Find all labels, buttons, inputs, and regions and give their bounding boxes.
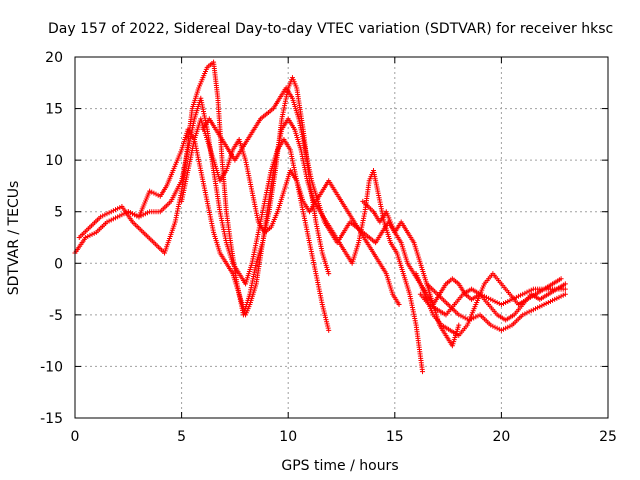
data-point — [562, 281, 568, 287]
x-tick-label: 20 — [492, 429, 510, 445]
data-point — [562, 286, 568, 292]
data-point — [420, 369, 426, 375]
x-tick-label: 5 — [177, 429, 186, 445]
y-tick-label: 10 — [45, 153, 63, 169]
x-axis-title: GPS time / hours — [281, 458, 398, 474]
y-tick-label: -5 — [49, 308, 63, 324]
x-tick-label: 15 — [386, 429, 404, 445]
x-tick-labels: 0 5 10 15 20 25 — [71, 429, 617, 445]
x-tick-label: 0 — [71, 429, 80, 445]
y-tick-label: 20 — [45, 50, 63, 66]
plot-frame — [74, 56, 609, 419]
y-tick-label: -15 — [40, 411, 63, 427]
y-tick-label: 0 — [54, 256, 63, 272]
data-point — [326, 271, 332, 277]
data-point — [558, 276, 564, 282]
data-point — [456, 322, 462, 328]
axis-ticks — [74, 56, 609, 419]
data-marks — [72, 59, 568, 375]
series-track-4 — [179, 116, 402, 308]
y-axis-title: SDTVAR / TECUs — [6, 181, 22, 296]
data-point — [562, 291, 568, 297]
y-tick-label: -10 — [40, 359, 63, 375]
y-tick-label: 5 — [54, 205, 63, 221]
series-track-1 — [72, 95, 332, 333]
x-tick-label: 25 — [599, 429, 617, 445]
series-track-9 — [360, 198, 568, 308]
y-tick-label: 15 — [45, 102, 63, 118]
data-point — [326, 327, 332, 333]
x-tick-label: 10 — [279, 429, 297, 445]
chart-title: Day 157 of 2022, Sidereal Day-to-day VTE… — [48, 21, 613, 37]
series-track-8 — [424, 281, 568, 333]
data-point — [396, 302, 402, 308]
y-tick-labels: -15 -10 -5 0 5 10 15 20 — [40, 50, 63, 427]
series-track-5 — [200, 85, 462, 349]
